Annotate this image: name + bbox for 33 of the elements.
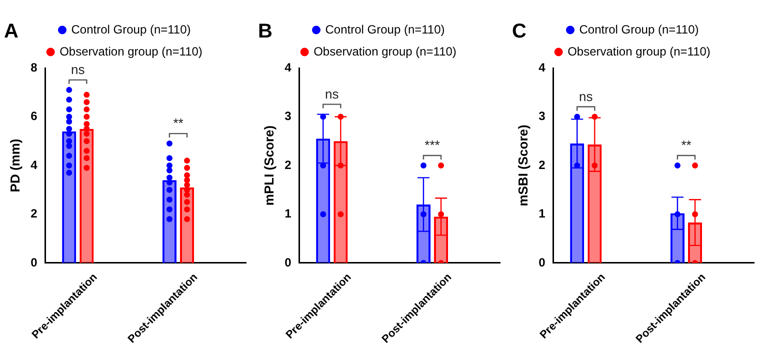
y-tick-label: 0 [284,255,292,270]
legend-label: Control Group (n=110) [579,22,699,36]
y-tick-label: 3 [538,109,546,124]
legend-label: Observation group (n=110) [568,44,710,58]
y-tick-label: 0 [538,255,546,270]
y-tick-label: 2 [284,158,292,172]
annotation: ** [681,138,692,153]
y-tick-label: 8 [30,60,38,74]
y-tick-label: 0 [30,255,38,270]
annotation: ns [579,88,594,104]
annotation: ** [173,116,184,131]
y-tick-label: 2 [538,158,546,172]
y-tick-label: 1 [284,206,292,221]
y-tick-label: 6 [30,109,38,124]
chart-title: C [512,20,526,43]
y-tick-label: 4 [284,60,292,74]
y-tick-label: 2 [30,206,38,221]
annotation: ns [71,62,86,78]
y-tick-label: 4 [538,60,546,74]
legend-label: Observation group (n=110) [60,44,202,58]
annotation: *** [424,138,440,153]
chart-title: A [4,20,18,43]
y-axis-title: mPLI (Score) [261,125,276,206]
legend-label: Observation group (n=110) [314,44,456,58]
y-tick-label: 3 [284,109,292,124]
y-tick-label: 1 [538,206,546,221]
y-axis-title: PD (mm) [7,138,22,192]
annotation: ns [325,86,340,102]
chart-title: B [258,20,272,43]
y-axis-title: mSBI (Score) [515,124,530,206]
legend-label: Control Group (n=110) [325,22,445,36]
y-tick-label: 4 [30,158,38,172]
legend-label: Control Group (n=110) [71,22,191,36]
